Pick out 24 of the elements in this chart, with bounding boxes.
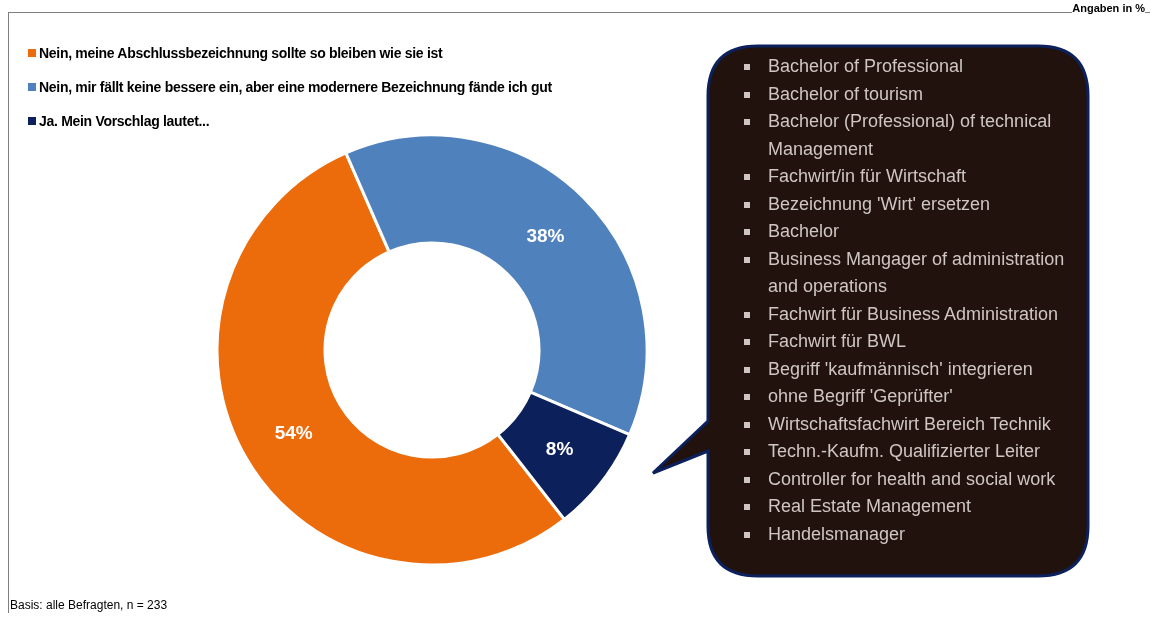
text: Techn.-Kaufm. Qualifizierter Leiter (768, 441, 1041, 461)
text: ohne Begriff 'Geprüfter' (768, 386, 953, 406)
text: Bachelor of tourism (768, 83, 924, 104)
text: Real Estate Management (768, 496, 972, 516)
text: Bachelor of Professional (768, 56, 964, 76)
text: Begriff 'kaufmännisch' integrieren (768, 358, 1033, 379)
data-label: 8% (545, 437, 574, 459)
text: Fachwirt für BWL (768, 331, 907, 351)
text: Wirtschaftsfachwirt Bereich Technik (768, 413, 1051, 434)
legend-label: Nein, mir fällt keine bessere ein, aber eine modernere Bezeichnung fände ich gut (39, 79, 552, 95)
text: Fachwirt für Business Administration (768, 303, 1059, 324)
text: Basis: alle Befragten, n = 233 (10, 598, 168, 612)
legend-label: Ja. Mein Vorschlag lautet... (39, 113, 210, 129)
text: Bezeichnung 'Wirt' ersetzen (768, 193, 990, 214)
text: Bachelor (Professional) of technical Management (768, 111, 1052, 159)
text: Fachwirt/in für Wirtschaft (768, 166, 967, 186)
text: Angaben in % (1072, 2, 1145, 14)
text: Business Mangager of administration and operations (768, 248, 1065, 296)
legend-label: Nein, meine Abschlussbezeichnung sollte so bleiben wie sie ist (39, 45, 443, 61)
text: Bachelor (768, 221, 840, 241)
text: Handelsmanager (768, 523, 906, 544)
text: Controller for health and social work (768, 468, 1056, 489)
data-label: 54% (274, 421, 313, 443)
data-label: 38% (526, 225, 565, 247)
